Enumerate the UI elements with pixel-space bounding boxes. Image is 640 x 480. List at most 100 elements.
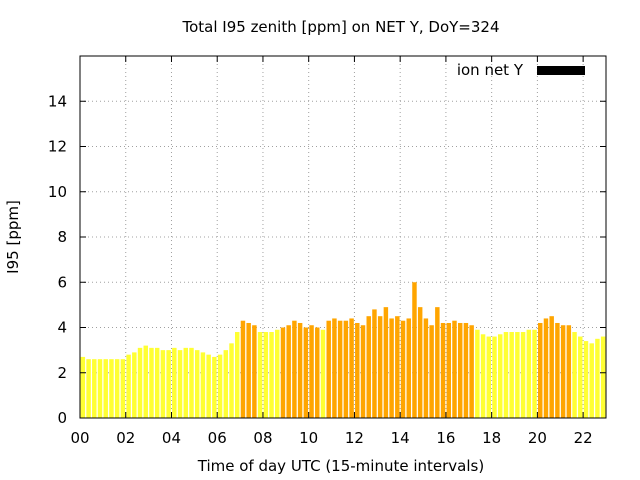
- bar: [132, 352, 137, 418]
- bars: [80, 282, 606, 419]
- y-tick-label: 6: [57, 273, 67, 291]
- bar: [275, 329, 280, 418]
- y-tick-label: 12: [48, 138, 67, 156]
- bar: [280, 327, 286, 418]
- x-tick-label: 18: [482, 429, 501, 447]
- bar: [189, 347, 194, 418]
- bar: [303, 327, 309, 418]
- bar: [120, 359, 126, 418]
- bar: [337, 320, 343, 418]
- x-ticks: 00 02 04 06 08 10 12 14 16 18 20 22: [70, 56, 593, 447]
- x-axis-label: Time of day UTC (15-minute intervals): [197, 457, 484, 475]
- bar: [240, 320, 246, 418]
- bar: [572, 332, 577, 418]
- bar: [257, 332, 263, 418]
- bar: [183, 347, 188, 418]
- bar: [480, 334, 486, 418]
- x-tick-label: 02: [116, 429, 135, 447]
- bar: [292, 320, 297, 418]
- bar: [343, 320, 349, 418]
- bar: [326, 320, 331, 418]
- y-tick-label: 14: [48, 92, 67, 110]
- bar: [589, 343, 594, 418]
- bar: [560, 325, 566, 418]
- bar: [475, 329, 480, 418]
- y-tick-label: 8: [57, 228, 67, 246]
- bar: [515, 332, 520, 418]
- bar: [252, 325, 257, 418]
- bar: [457, 322, 463, 418]
- bar: [154, 347, 160, 418]
- bar: [400, 320, 406, 418]
- x-tick-label: 14: [391, 429, 410, 447]
- bar: [172, 347, 177, 418]
- bar: [309, 325, 314, 418]
- legend: ion net Y: [457, 61, 585, 79]
- bar: [137, 347, 143, 418]
- bar: [509, 332, 514, 418]
- bar: [595, 338, 600, 418]
- bar: [269, 332, 274, 418]
- bar: [235, 332, 240, 418]
- bar: [417, 307, 423, 418]
- bar: [503, 332, 509, 418]
- y-tick-label: 10: [48, 183, 67, 201]
- bar: [229, 343, 234, 418]
- bar: [452, 320, 457, 418]
- bar: [92, 359, 97, 418]
- bar: [360, 325, 366, 418]
- bar: [498, 334, 503, 418]
- bar: [206, 354, 211, 418]
- legend-label: ion net Y: [457, 61, 524, 79]
- bar: [297, 322, 303, 418]
- bar: [377, 316, 383, 418]
- bar: [532, 329, 537, 418]
- bar: [578, 336, 583, 418]
- bar: [469, 325, 474, 418]
- bar: [583, 341, 589, 418]
- bar: [383, 307, 389, 418]
- x-tick-label: 08: [253, 429, 272, 447]
- bar: [349, 318, 354, 418]
- bar: [440, 322, 446, 418]
- bar: [166, 350, 171, 419]
- bar: [194, 350, 200, 419]
- bar: [126, 354, 131, 418]
- y-axis-label: I95 [ppm]: [4, 200, 22, 274]
- x-tick-label: 04: [162, 429, 181, 447]
- bar: [320, 329, 326, 418]
- bar: [109, 359, 114, 418]
- x-tick-label: 12: [345, 429, 364, 447]
- bar: [143, 345, 148, 418]
- y-ticks: 0 2 4 6 8 10 12 14: [48, 92, 606, 427]
- bar: [212, 356, 217, 418]
- chart-title: Total I95 zenith [ppm] on NET Y, DoY=324: [181, 18, 499, 36]
- bar: [492, 336, 497, 418]
- bar: [446, 322, 451, 418]
- bar: [423, 318, 429, 418]
- x-tick-label: 06: [208, 429, 227, 447]
- bar: [549, 316, 554, 418]
- bar: [429, 325, 434, 418]
- bar: [555, 322, 560, 418]
- bar: [315, 327, 320, 418]
- x-tick-label: 22: [574, 429, 593, 447]
- y-tick-label: 0: [57, 409, 67, 427]
- x-tick-label: 00: [70, 429, 89, 447]
- y-tick-label: 2: [57, 364, 67, 382]
- bar: [526, 329, 532, 418]
- grid: [80, 56, 606, 418]
- bar: [600, 336, 606, 418]
- bar: [103, 359, 108, 418]
- bar: [217, 354, 223, 418]
- x-tick-label: 16: [436, 429, 455, 447]
- legend-swatch: [537, 66, 585, 75]
- bar: [486, 336, 492, 418]
- bar: [355, 322, 360, 418]
- x-tick-label: 20: [528, 429, 547, 447]
- bar: [286, 325, 291, 418]
- bar: [177, 350, 183, 419]
- bar: [412, 282, 417, 418]
- bar: [332, 318, 337, 418]
- bar: [86, 359, 91, 418]
